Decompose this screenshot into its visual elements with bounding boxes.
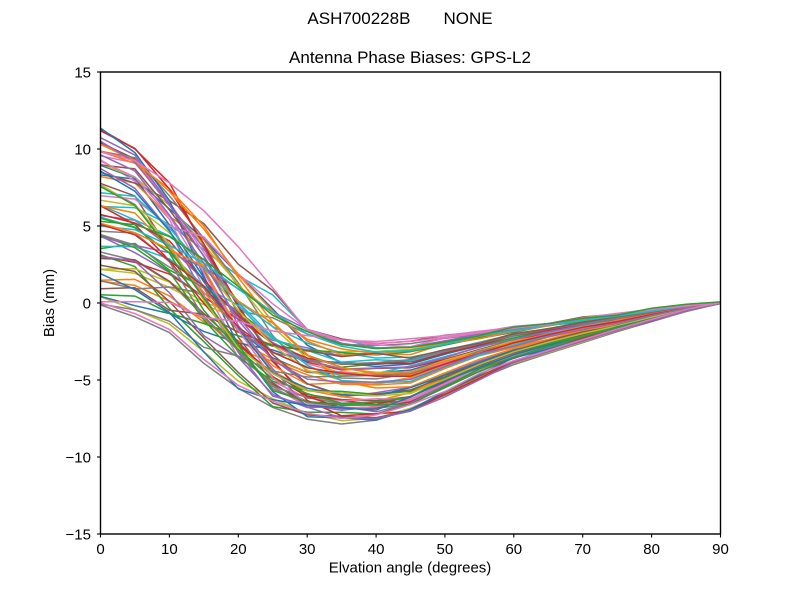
svg-text:−5: −5 xyxy=(74,373,91,390)
svg-text:Elvation angle (degrees): Elvation angle (degrees) xyxy=(329,560,492,577)
svg-text:20: 20 xyxy=(230,541,247,558)
svg-text:Bias (mm): Bias (mm) xyxy=(41,269,58,337)
svg-text:80: 80 xyxy=(643,541,660,558)
svg-text:15: 15 xyxy=(74,65,91,82)
svg-text:0: 0 xyxy=(96,541,104,558)
svg-text:90: 90 xyxy=(712,541,729,558)
svg-text:Antenna Phase Biases: GPS-L2: Antenna Phase Biases: GPS-L2 xyxy=(289,48,531,67)
svg-text:30: 30 xyxy=(299,541,316,558)
svg-text:0: 0 xyxy=(83,296,91,313)
svg-text:10: 10 xyxy=(161,541,178,558)
svg-text:70: 70 xyxy=(574,541,591,558)
svg-text:ASH700228B NONE: ASH700228B NONE xyxy=(307,9,492,28)
svg-text:10: 10 xyxy=(74,142,91,159)
svg-text:50: 50 xyxy=(437,541,454,558)
svg-text:5: 5 xyxy=(83,219,91,236)
svg-text:40: 40 xyxy=(368,541,385,558)
svg-text:−10: −10 xyxy=(66,450,91,467)
svg-text:60: 60 xyxy=(505,541,522,558)
svg-text:−15: −15 xyxy=(66,527,91,544)
